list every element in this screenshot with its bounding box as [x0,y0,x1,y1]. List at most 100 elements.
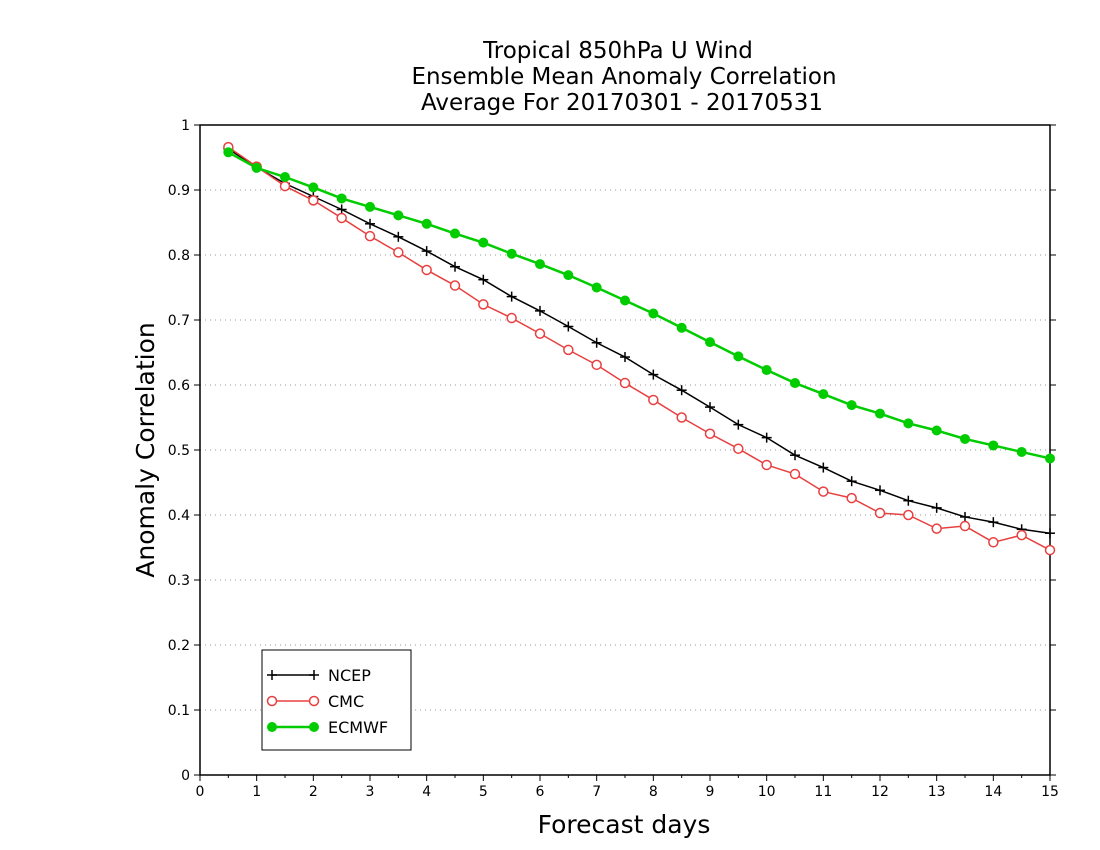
series-line-cmc [227,146,1051,551]
data-point-cmc [421,264,432,276]
data-point-ncep [875,485,885,496]
data-point-ecmwf [393,210,404,221]
data-point-ecmwf [450,228,460,239]
data-point-ncep [818,462,829,473]
data-point-ecmwf [365,201,375,212]
data-point-cmc [704,428,716,439]
data-point-cmc [1016,529,1027,541]
data-point-ecmwf [875,408,885,419]
y-tick-label: 0.9 [168,183,190,199]
data-point-ncep [761,432,772,443]
series-line-ncep [227,148,1051,534]
series-ncep [223,144,1055,539]
data-point-ncep [903,495,914,506]
chart-title-line-1: Tropical 850hPa U Wind [482,38,753,64]
data-point-ecmwf [960,433,970,444]
chart-title-line-2: Ensemble Mean Anomaly Correlation [411,64,836,90]
data-point-ncep [676,385,687,396]
data-point-cmc [1044,544,1056,556]
data-point-cmc [846,492,857,504]
x-tick-label: 12 [871,784,889,800]
x-tick-label: 11 [814,784,832,800]
legend-box [261,649,412,751]
legend-marker [309,722,319,732]
data-point-ecmwf [676,322,687,333]
data-point-ecmwf [563,270,574,281]
x-tick-label: 15 [1041,784,1059,800]
x-tick-label: 6 [536,784,545,800]
data-point-cmc [874,507,886,519]
legend-marker [266,695,278,707]
x-tick-label: 14 [984,784,1002,800]
data-point-ecmwf [790,378,800,389]
data-point-ncep [790,450,800,461]
data-point-ncep [931,502,942,513]
x-tick-label: 13 [928,784,946,800]
data-point-cmc [818,486,829,497]
data-point-ncep [648,369,659,380]
chart-title: Tropical 850hPa U Wind Ensemble Mean Ano… [411,38,836,116]
legend-item-ecmwf: ECMWF [267,718,388,737]
data-point-cmc [506,312,517,324]
y-tick-label: 0.7 [168,313,190,329]
data-point-cmc [308,195,319,206]
data-point-ncep [988,517,999,528]
y-tick-label: 0.6 [168,378,190,394]
data-point-ecmwf [478,237,489,248]
legend-item-cmc: CMC [266,692,364,711]
data-point-cmc [591,359,602,371]
data-point-ecmwf [223,147,234,158]
data-point-ncep [535,305,545,316]
y-tick-label: 0.1 [168,703,190,719]
data-point-cmc [676,412,687,423]
legend-label: ECMWF [328,718,388,737]
data-point-ecmwf [761,365,772,376]
x-tick-label: 0 [196,784,205,800]
x-tick-label: 4 [422,784,431,800]
data-point-cmc [364,230,376,242]
data-point-ecmwf [620,295,630,306]
data-point-cmc [279,180,291,192]
data-point-ncep [450,261,460,272]
y-tick-label: 0.4 [168,508,190,524]
data-point-cmc [478,299,489,310]
x-tick-label: 10 [758,784,776,800]
data-point-ecmwf [1016,446,1027,457]
data-point-ecmwf [308,182,319,193]
y-axis-title: Anomaly Correlation [131,322,160,577]
data-point-ecmwf [931,425,942,436]
y-tick-label: 1 [181,118,190,134]
data-point-cmc [449,280,461,291]
legend: NCEP CMC ECMWF [261,649,412,751]
data-point-ncep [365,218,375,229]
data-point-ecmwf [1045,453,1055,464]
data-point-ncep [506,291,517,302]
data-point-cmc [563,344,574,356]
x-tick-label: 9 [706,784,715,800]
data-point-ecmwf [818,389,829,400]
data-point-cmc [903,509,914,521]
data-point-ecmwf [988,440,999,451]
data-point-ncep [620,352,630,363]
grid [200,189,1050,711]
data-point-cmc [393,247,404,258]
legend-marker [267,670,277,680]
series-line-ecmwf [227,151,1051,460]
data-point-ncep [960,511,970,522]
y-tick-label: 0.3 [168,573,190,589]
data-point-ecmwf [705,337,715,348]
data-point-ecmwf [506,248,517,259]
x-tick-label: 2 [309,784,318,800]
chart-title-line-3: Average For 20170301 - 20170531 [421,90,823,116]
data-point-cmc [733,443,744,454]
data-point-cmc [988,537,999,548]
data-point-ncep [591,337,602,348]
data-point-cmc [789,468,801,480]
y-tick-label: 0.8 [168,248,190,264]
x-axis-title: Forecast days [538,810,711,839]
data-point-cmc [931,523,942,534]
legend-label: NCEP [328,666,371,685]
data-point-ecmwf [591,282,602,293]
legend-item-ncep: NCEP [267,666,371,685]
